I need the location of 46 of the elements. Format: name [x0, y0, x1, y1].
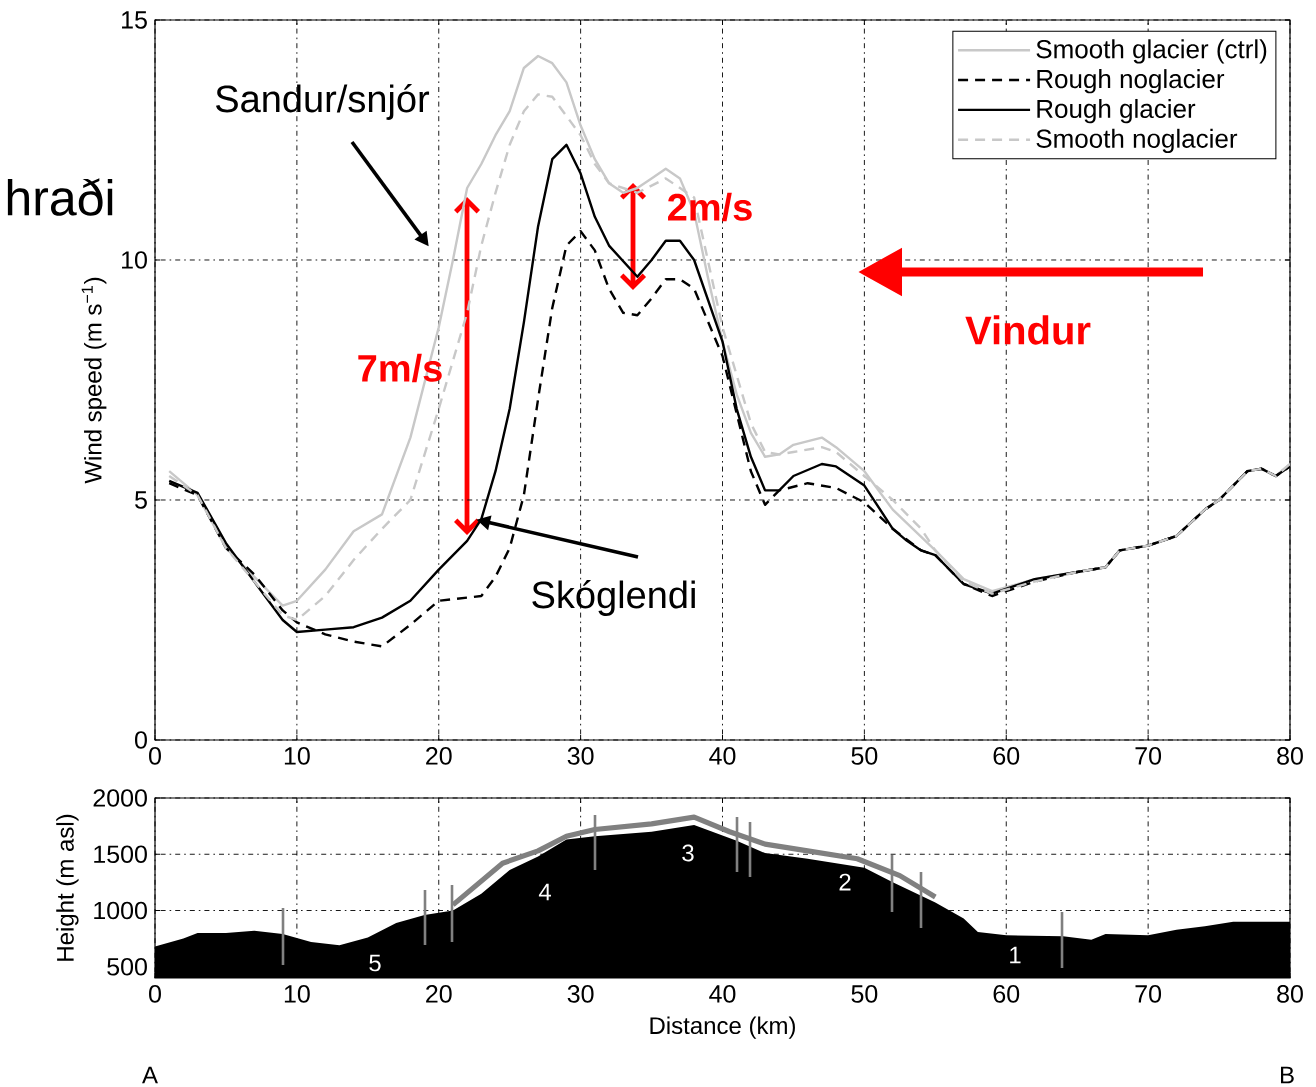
y-tick-label: 500 — [107, 957, 147, 976]
x-tick-label: 50 — [851, 985, 878, 1003]
x-tick-label: 70 — [1135, 985, 1162, 1003]
legend-label: Smooth glacier (ctrl) — [1036, 39, 1267, 64]
y-tick-label: 1500 — [94, 845, 147, 864]
annotation: 4 — [538, 883, 551, 901]
annotation: 5 — [369, 954, 381, 972]
y-tick-label: 5 — [135, 491, 147, 509]
y-axis-title: Height (m asl) — [56, 814, 79, 961]
annotation: 1 — [1010, 946, 1021, 964]
annotation: Vindur — [965, 315, 1091, 345]
x-axis-title: Distance (km) — [650, 1016, 795, 1039]
annotation: 7m/s — [358, 353, 442, 383]
y-tick-label: 2000 — [93, 789, 147, 807]
annotation: 2 — [839, 873, 851, 891]
text: A — [142, 1066, 158, 1084]
x-tick-label: 60 — [993, 747, 1020, 765]
x-tick-label: 30 — [567, 747, 594, 765]
legend-label: Rough glacier — [1037, 98, 1196, 124]
text: hraði — [7, 178, 113, 216]
x-tick-label: 0 — [149, 985, 161, 1003]
y-tick-label: 10 — [122, 251, 147, 269]
x-tick-label: 20 — [426, 747, 452, 765]
x-tick-label: 50 — [851, 747, 878, 765]
legend-label: Smooth noglacier — [1036, 128, 1238, 154]
x-tick-label: 10 — [284, 985, 310, 1003]
annotation: Skóglendi — [532, 580, 695, 616]
x-tick-label: 20 — [426, 985, 452, 1003]
annotation: 2m/s — [668, 192, 752, 222]
x-tick-label: 40 — [709, 985, 736, 1003]
y-tick-label: 0 — [135, 731, 147, 749]
annotation: 3 — [682, 844, 694, 862]
x-tick-label: 70 — [1135, 747, 1162, 765]
annotation: Sandur/snjór — [216, 84, 430, 120]
x-tick-label: 0 — [149, 747, 161, 765]
x-tick-label: 40 — [709, 747, 736, 765]
y-tick-label: 15 — [122, 11, 147, 29]
x-tick-label: 80 — [1277, 985, 1303, 1003]
x-tick-label: 10 — [284, 747, 310, 765]
x-tick-label: 60 — [993, 985, 1020, 1003]
x-tick-label: 30 — [567, 985, 594, 1003]
y-axis-title: Wind speed (m s$^{−1}$) — [81, 277, 107, 484]
legend-label: Rough noglacier — [1037, 69, 1225, 94]
x-tick-label: 80 — [1277, 747, 1303, 765]
y-tick-label: 1000 — [94, 901, 147, 920]
text: B — [1280, 1066, 1294, 1084]
